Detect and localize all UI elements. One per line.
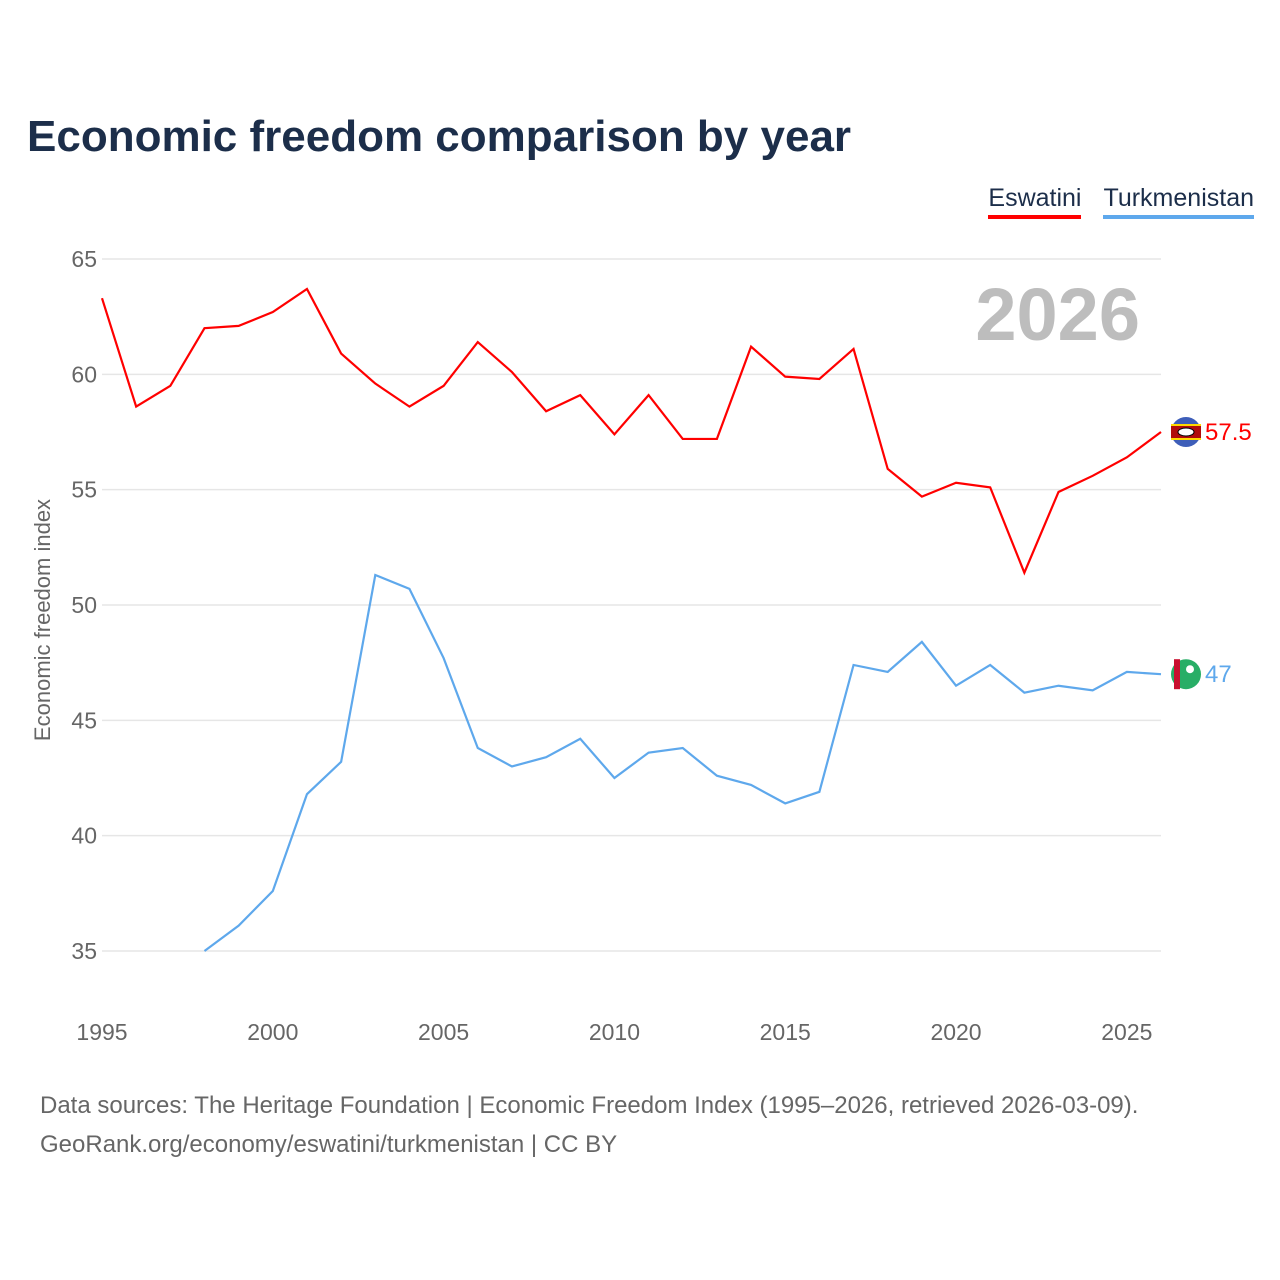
data-point (442, 384, 446, 388)
end-value-label: 57.5 (1205, 419, 1252, 446)
flag-shield (1177, 427, 1195, 437)
data-point (544, 409, 548, 413)
flag-stripe (1174, 659, 1180, 690)
x-tick-label: 1995 (76, 1019, 127, 1045)
data-point (1091, 688, 1095, 692)
year-watermark: 2026 (975, 273, 1140, 356)
data-point (442, 656, 446, 660)
y-tick-label: 55 (71, 477, 97, 503)
data-point (407, 405, 411, 409)
data-point (1091, 474, 1095, 478)
data-point (817, 790, 821, 794)
y-tick-label: 50 (71, 592, 97, 618)
data-point (1125, 455, 1129, 459)
data-point (305, 287, 309, 291)
data-point (100, 296, 104, 300)
series-line-turkmenistan (203, 573, 1162, 952)
legend-turkmenistan[interactable]: Turkmenistan (1103, 184, 1254, 219)
y-axis-label: Economic freedom index (30, 499, 55, 741)
flag-stripe (1171, 424, 1201, 426)
data-point (134, 405, 138, 409)
data-point (476, 340, 480, 344)
data-point (954, 481, 958, 485)
data-point (681, 746, 685, 750)
data-point (920, 640, 924, 644)
data-point (339, 760, 343, 764)
data-point (1159, 672, 1163, 676)
data-point (920, 495, 924, 499)
data-point (988, 663, 992, 667)
data-point (1022, 571, 1026, 575)
data-point (886, 670, 890, 674)
y-tick-label: 40 (71, 823, 97, 849)
data-point (271, 310, 275, 314)
data-point (373, 573, 377, 577)
series-line-eswatini (100, 287, 1162, 576)
data-point (510, 370, 514, 374)
data-point (783, 375, 787, 379)
y-tick-label: 35 (71, 938, 97, 964)
data-point (612, 432, 616, 436)
data-point (407, 587, 411, 591)
flag-stripe (1171, 438, 1201, 440)
data-point (954, 684, 958, 688)
x-tick-label: 2000 (247, 1019, 298, 1045)
chart-title: Economic freedom comparison by year (27, 112, 852, 161)
data-point (305, 792, 309, 796)
data-point (168, 384, 172, 388)
data-point (749, 783, 753, 787)
end-value-label: 47 (1205, 661, 1232, 688)
data-point (817, 377, 821, 381)
data-point (1159, 430, 1163, 434)
data-point (1022, 691, 1026, 695)
data-point (647, 751, 651, 755)
data-point (988, 485, 992, 489)
data-point (1125, 670, 1129, 674)
data-point (612, 776, 616, 780)
data-point (749, 345, 753, 349)
data-point (681, 437, 685, 441)
y-tick-label: 65 (71, 246, 97, 272)
data-point (339, 352, 343, 356)
legend-eswatini[interactable]: Eswatini (988, 184, 1082, 219)
x-tick-label: 2025 (1101, 1019, 1152, 1045)
credit-line: GeoRank.org/economy/eswatini/turkmenista… (40, 1131, 618, 1158)
data-point (237, 324, 241, 328)
y-tick-label: 60 (71, 361, 97, 387)
data-point (578, 393, 582, 397)
source-line: Data sources: The Heritage Foundation | … (40, 1092, 1139, 1119)
data-point (476, 746, 480, 750)
data-point (202, 949, 206, 953)
data-point (715, 437, 719, 441)
flag-crescent (1186, 665, 1194, 674)
data-point (1057, 490, 1061, 494)
x-tick-label: 2020 (930, 1019, 981, 1045)
data-point (1057, 684, 1061, 688)
footer: Data sources: The Heritage Foundation | … (40, 1086, 1138, 1164)
data-point (510, 764, 514, 768)
legend: Eswatini Turkmenistan (988, 184, 1254, 219)
data-point (237, 924, 241, 928)
data-point (271, 889, 275, 893)
data-point (544, 755, 548, 759)
data-point (578, 737, 582, 741)
x-tick-label: 2005 (418, 1019, 469, 1045)
data-point (852, 663, 856, 667)
data-point (715, 774, 719, 778)
x-tick-label: 2015 (760, 1019, 811, 1045)
data-point (647, 393, 651, 397)
y-tick-label: 45 (71, 707, 97, 733)
data-point (852, 347, 856, 351)
data-point (783, 801, 787, 805)
x-tick-label: 2010 (589, 1019, 640, 1045)
data-point (373, 382, 377, 386)
data-point (202, 326, 206, 330)
data-point (886, 467, 890, 471)
